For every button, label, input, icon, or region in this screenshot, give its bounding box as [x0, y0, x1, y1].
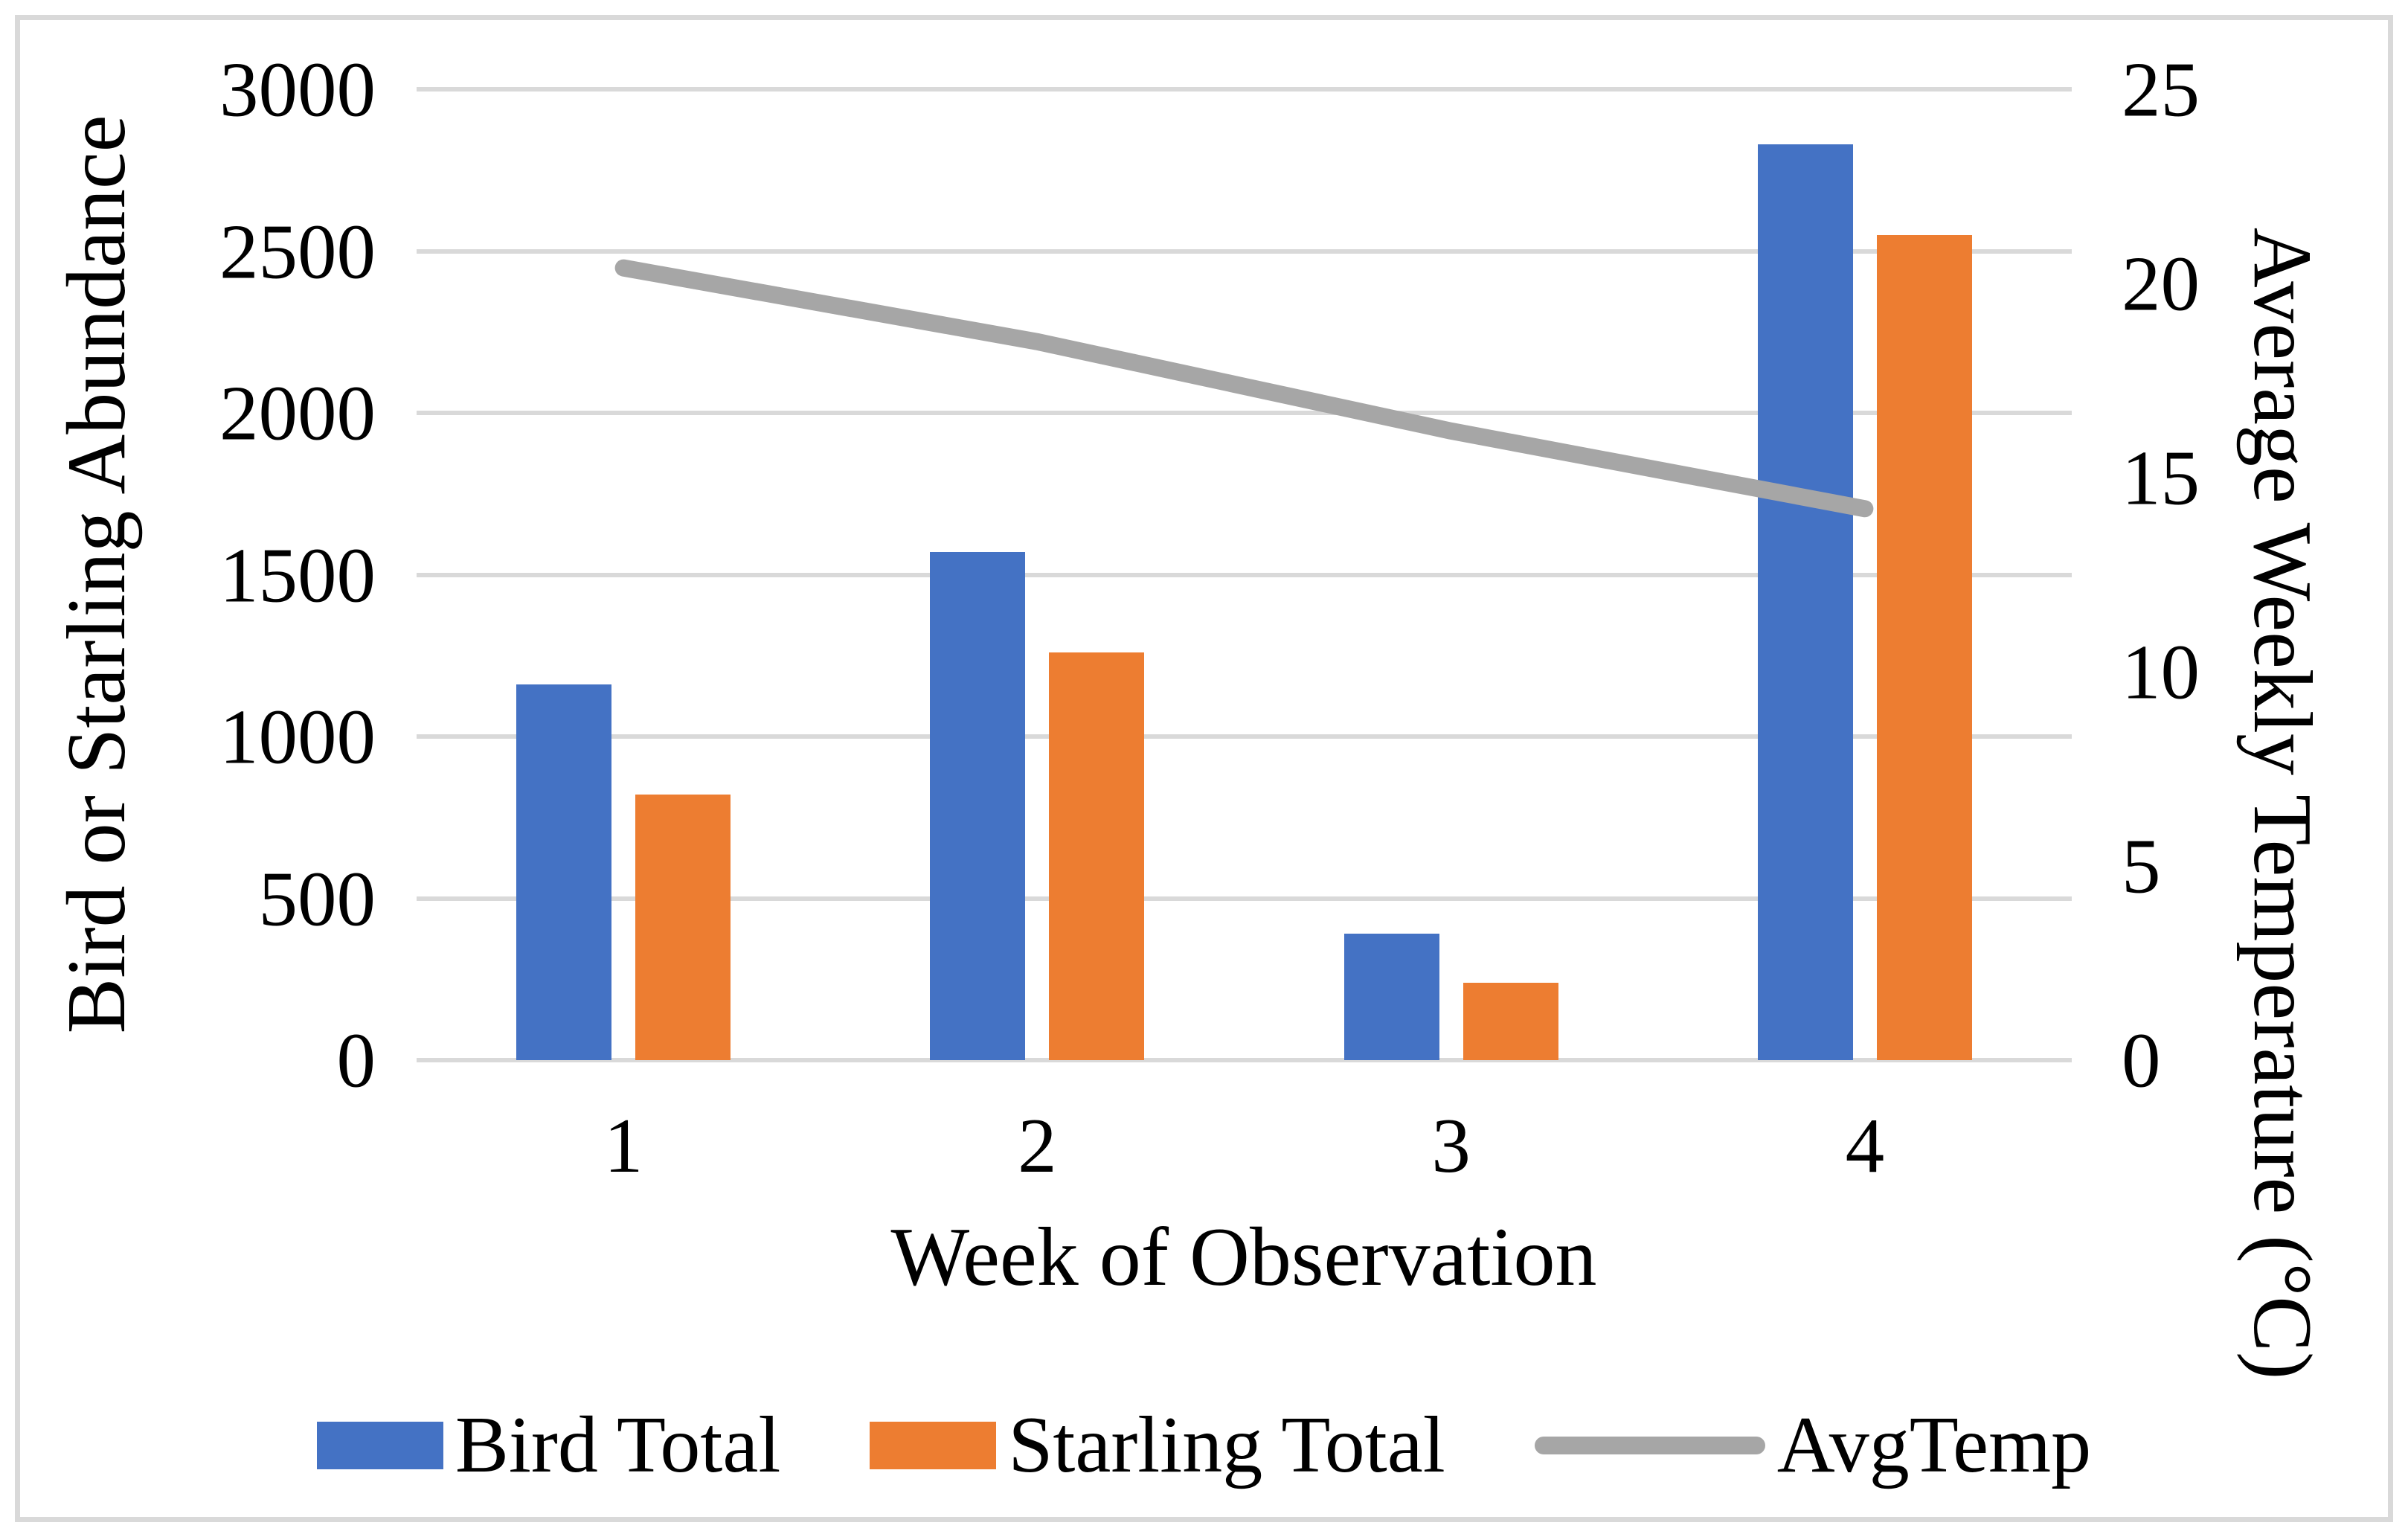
avgtemp-line: [614, 259, 1874, 518]
bar-bird-total-week-3: [1343, 934, 1439, 1060]
gridline-2500: [417, 248, 2072, 254]
x-axis-tick-week-1: 1: [603, 1102, 643, 1189]
legend-item-starling-total: Starling Total: [870, 1405, 1445, 1486]
bar-bird-total-week-1: [516, 684, 612, 1060]
gridline-1000: [417, 734, 2072, 739]
gridline-0: [417, 1058, 2072, 1062]
legend-label-avgtemp: AvgTemp: [1776, 1400, 2092, 1489]
gridline-500: [417, 896, 2072, 901]
bar-bird-total-week-4: [1757, 144, 1853, 1060]
bar-starling-total-week-3: [1463, 982, 1558, 1060]
line-layer: [614, 259, 1874, 518]
left-axis-tick-1500: 1500: [219, 531, 376, 618]
left-axis-tick-3000: 3000: [219, 45, 376, 133]
left-axis-tick-0: 0: [336, 1016, 376, 1104]
right-axis-tick-0: 0: [2122, 1016, 2161, 1104]
chart-frame: [15, 15, 2393, 1522]
x-axis-tick-week-4: 4: [1845, 1102, 1885, 1189]
legend-label-starling-total: Starling Total: [1008, 1400, 1445, 1489]
right-axis-tick-5: 5: [2122, 822, 2161, 910]
gridline-2000: [417, 411, 2072, 415]
gridline-3000: [417, 87, 2072, 92]
right-axis-tick-15: 15: [2122, 434, 2200, 522]
legend-item-bird-total: Bird Total: [316, 1400, 781, 1489]
legend-label-bird-total: Bird Total: [455, 1400, 781, 1489]
legend-swatch-bird-total: [316, 1421, 443, 1469]
legend-item-avgtemp: AvgTemp: [1534, 1400, 2092, 1489]
gridline-1500: [417, 572, 2072, 577]
right-axis-tick-25: 25: [2122, 45, 2200, 133]
legend: Bird Total Starling Total AvgTemp: [0, 1399, 2408, 1492]
right-axis-tick-20: 20: [2122, 240, 2200, 327]
left-axis-tick-2000: 2000: [219, 369, 376, 457]
bar-starling-total-week-1: [635, 795, 731, 1060]
legend-swatch-avgtemp-line: [1534, 1436, 1765, 1454]
bar-bird-total-week-2: [930, 552, 1026, 1060]
left-axis-tick-500: 500: [258, 855, 376, 942]
left-axis-tick-2500: 2500: [219, 208, 376, 295]
left-axis-title: Bird or Starling Abundance: [51, 115, 143, 1034]
right-axis-title: Average Weekly Temperature (°C): [2236, 227, 2328, 1380]
bar-starling-total-week-2: [1049, 652, 1145, 1060]
right-axis-tick-10: 10: [2122, 628, 2200, 716]
x-axis-tick-week-3: 3: [1431, 1102, 1471, 1189]
legend-swatch-starling-total: [870, 1421, 997, 1469]
bar-starling-total-week-4: [1876, 234, 1972, 1060]
x-axis-title: Week of Observation: [890, 1211, 1597, 1303]
left-axis-tick-1000: 1000: [219, 693, 376, 780]
x-axis-tick-week-2: 2: [1018, 1102, 1057, 1189]
plot-area: [417, 87, 2072, 1062]
